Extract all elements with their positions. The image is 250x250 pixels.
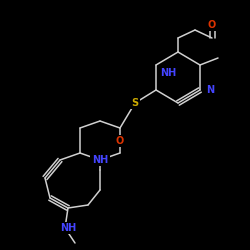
Text: NH: NH xyxy=(92,155,108,165)
Text: O: O xyxy=(116,136,124,146)
Text: N: N xyxy=(206,85,214,95)
Text: NH: NH xyxy=(160,68,176,78)
Text: S: S xyxy=(132,98,138,108)
Text: O: O xyxy=(208,20,216,30)
Text: NH: NH xyxy=(60,223,76,233)
